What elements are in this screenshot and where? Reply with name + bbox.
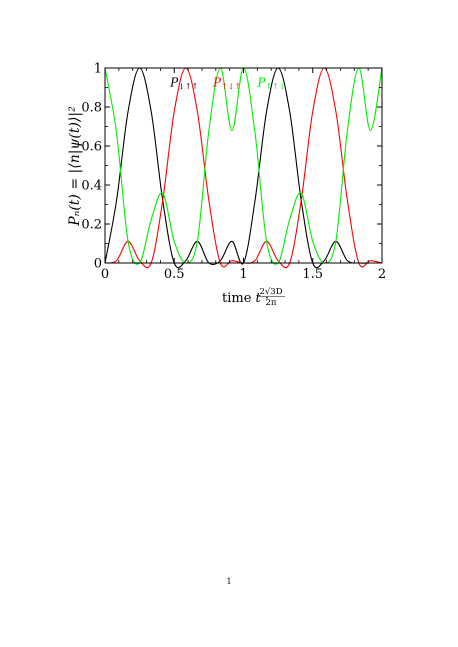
x-axis-label-dot: · — [261, 291, 269, 306]
x-tick-label-1: 0.5 — [164, 267, 185, 282]
x-tick-label-3: 1.5 — [302, 267, 323, 282]
series-label-2: P↑↑↓ — [256, 76, 285, 92]
x-tick-label-2: 1 — [239, 267, 247, 282]
y-tick-label-1: 0.2 — [81, 218, 102, 233]
x-tick-label-0: 0 — [101, 267, 109, 282]
x-axis-label-lead: time — [222, 291, 256, 306]
svg-text:time t ·: time t · — [222, 291, 269, 306]
page-number: 1 — [226, 577, 232, 586]
y-tick-label-5: 1 — [94, 62, 102, 77]
x-axis-label: time t · 2√3D 2π — [222, 287, 285, 308]
x-axis-label-var: t — [256, 291, 262, 306]
y-tick-label-3: 0.6 — [81, 140, 102, 155]
y-tick-label-4: 0.8 — [81, 101, 102, 116]
ticks-layer — [104, 67, 383, 264]
tick-label-layer: 0 0.5 1 1.5 2 0 0.2 0.4 0.6 0.8 1 — [81, 62, 386, 283]
series-label-1: P↑↓↑ — [212, 76, 241, 92]
y-tick-label-0: 0 — [94, 257, 102, 272]
x-axis-label-denominator: 2π — [266, 298, 277, 308]
x-tick-label-4: 2 — [378, 267, 386, 282]
x-axis-label-numerator: 2√3D — [259, 287, 282, 297]
y-tick-label-2: 0.4 — [81, 179, 102, 194]
y-axis-label: Pₙ(t) = |⟨n|ψ(t)⟩|² — [67, 106, 83, 227]
annotation-layer: P↓↑↑ P↑↓↑ P↑↑↓ — [169, 76, 285, 92]
series-label-0: P↓↑↑ — [169, 76, 198, 92]
